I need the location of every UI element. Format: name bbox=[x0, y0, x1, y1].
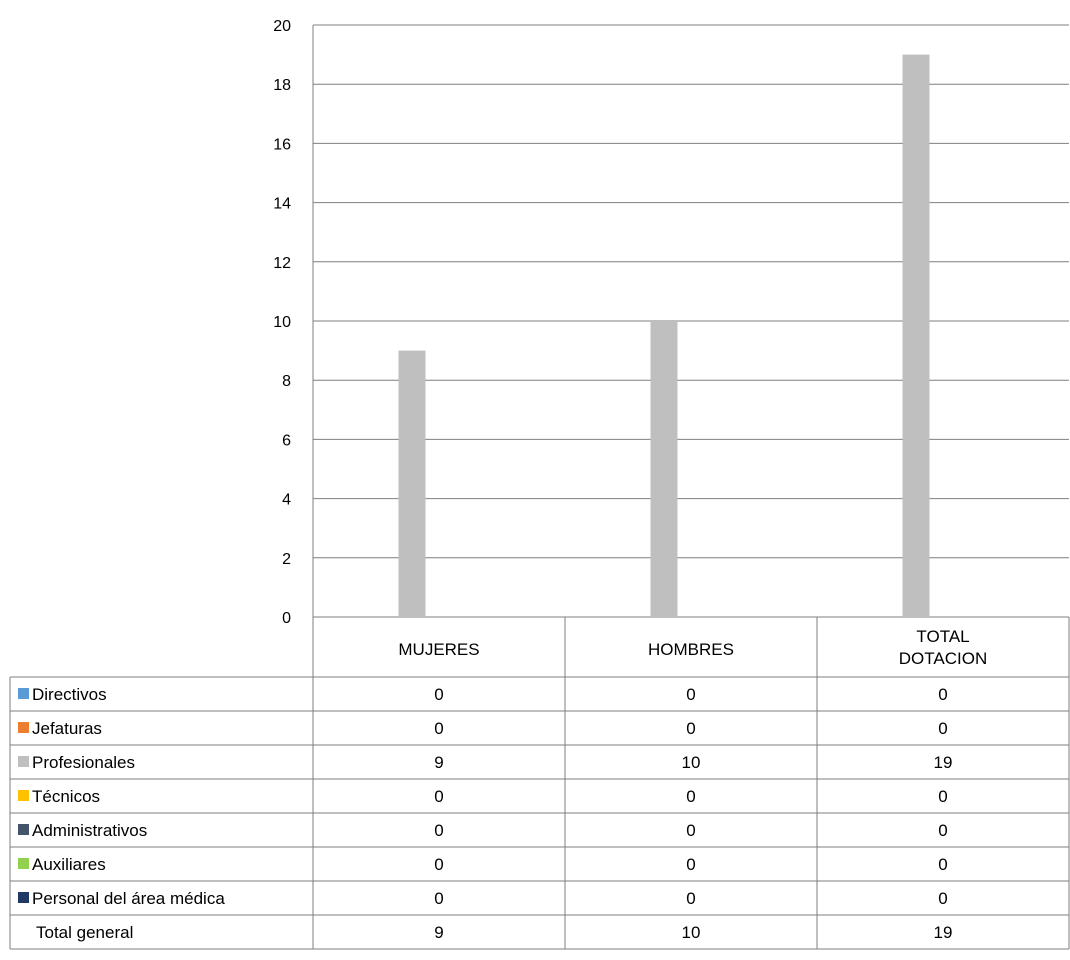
y-tick-label: 4 bbox=[282, 492, 291, 509]
legend-key bbox=[18, 790, 29, 801]
table-cell-value: 0 bbox=[686, 787, 695, 806]
gridlines bbox=[312, 24, 1069, 618]
category-label: TOTAL DOTACION bbox=[899, 627, 987, 668]
row-label: Técnicos bbox=[32, 787, 100, 806]
table-cell-value: 0 bbox=[686, 855, 695, 874]
table-cell-value: 19 bbox=[934, 753, 953, 772]
y-tick-label: 18 bbox=[273, 77, 291, 94]
row-label: Total general bbox=[36, 923, 133, 942]
legend-key bbox=[18, 824, 29, 835]
table-cell-value: 0 bbox=[938, 719, 947, 738]
table-cell-value: 0 bbox=[434, 855, 443, 874]
legend-key bbox=[18, 722, 29, 733]
legend-key bbox=[18, 756, 29, 767]
table-cell-value: 9 bbox=[434, 753, 443, 772]
y-tick-label: 14 bbox=[273, 196, 291, 213]
bar bbox=[398, 350, 426, 617]
table-cell-value: 0 bbox=[938, 821, 947, 840]
category-label: MUJERES bbox=[398, 640, 479, 659]
table-cell-value: 0 bbox=[938, 889, 947, 908]
y-tick-label: 10 bbox=[273, 314, 291, 331]
bars bbox=[398, 54, 930, 618]
y-tick-label: 0 bbox=[282, 610, 291, 627]
y-axis-ticks: 0 2 4 6 8 10 12 14 16 18 20 bbox=[273, 18, 291, 627]
y-tick-label: 20 bbox=[273, 18, 291, 35]
table-cell-value: 0 bbox=[938, 787, 947, 806]
table-cell-value: 0 bbox=[434, 787, 443, 806]
table-cell-value: 0 bbox=[434, 685, 443, 704]
y-tick-label: 2 bbox=[282, 551, 291, 568]
y-tick-label: 8 bbox=[282, 373, 291, 390]
category-label-line: DOTACION bbox=[899, 649, 987, 668]
table-cell-value: 19 bbox=[934, 923, 953, 942]
bar bbox=[650, 321, 678, 617]
row-label: Directivos bbox=[32, 685, 107, 704]
y-tick-label: 16 bbox=[273, 136, 291, 153]
table-cell-value: 0 bbox=[686, 719, 695, 738]
y-tick-label: 6 bbox=[282, 432, 291, 449]
row-label: Profesionales bbox=[32, 753, 135, 772]
table-cell-value: 0 bbox=[686, 685, 695, 704]
row-label: Administrativos bbox=[32, 821, 147, 840]
category-label: HOMBRES bbox=[648, 640, 734, 659]
table-cell-value: 10 bbox=[682, 923, 701, 942]
row-label: Jefaturas bbox=[32, 719, 102, 738]
y-tick-label: 12 bbox=[273, 255, 291, 272]
table-cell-value: 0 bbox=[434, 889, 443, 908]
row-label: Auxiliares bbox=[32, 855, 106, 874]
table-cell-value: 9 bbox=[434, 923, 443, 942]
table-cell-value: 0 bbox=[434, 719, 443, 738]
table-cell-value: 0 bbox=[938, 855, 947, 874]
table-cell-value: 0 bbox=[686, 889, 695, 908]
category-label-line: TOTAL bbox=[916, 627, 969, 646]
legend-key bbox=[18, 688, 29, 699]
legend-key bbox=[18, 858, 29, 869]
table-cell-value: 0 bbox=[938, 685, 947, 704]
row-label: Personal del área médica bbox=[32, 889, 225, 908]
legend-key bbox=[18, 892, 29, 903]
bar bbox=[902, 54, 930, 618]
table-cell-value: 0 bbox=[434, 821, 443, 840]
table-cell-value: 10 bbox=[682, 753, 701, 772]
data-table: MUJERES HOMBRES TOTAL DOTACION Directivos 0 0 0… bbox=[9, 617, 1070, 950]
table-cell-value: 0 bbox=[686, 821, 695, 840]
